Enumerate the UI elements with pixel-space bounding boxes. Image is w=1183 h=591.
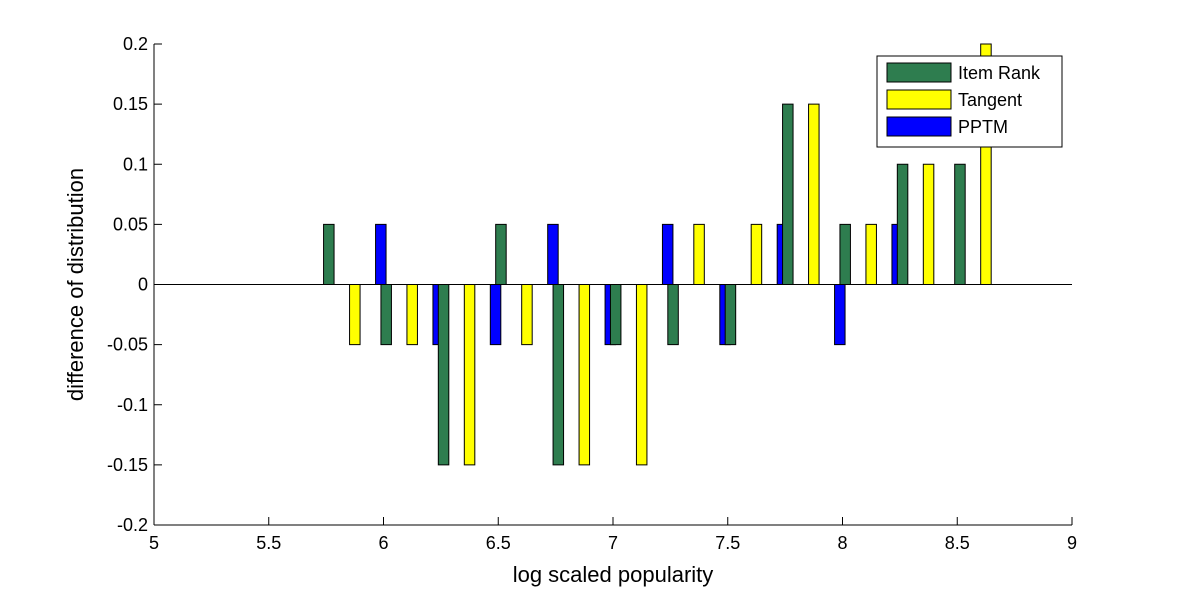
bar-tangent [406,284,418,346]
bar-pptm [547,223,559,285]
bar-tangent [693,223,705,285]
y-tick-label: -0.15 [107,455,148,475]
y-tick-label: -0.2 [117,515,148,535]
x-tick-label: 5.5 [256,533,281,553]
bar-item-rank [609,284,622,346]
legend-label: PPTM [958,117,1008,137]
bar-tangent [980,43,992,285]
plot-area: -0.2 -0.15 -0.1 -0.05 0 0.05 0.1 0.15 0.2 5 5.5 6 6.… [107,34,1077,553]
x-tick-label: 7.5 [715,533,740,553]
bar-tangent [750,223,763,285]
bar-pptm [834,284,846,346]
bar-item-rank [323,223,335,285]
x-tick-label: 6.5 [486,533,511,553]
legend-label: Item Rank [958,63,1041,83]
bar-tangent [808,103,820,285]
bar-tangent [865,223,877,285]
legend-swatch [886,89,952,110]
y-tick-label: 0.2 [123,34,148,54]
legend-swatch [886,116,952,137]
x-axis-label: log scaled popularity [513,562,714,587]
y-axis-label: difference of distribution [63,168,88,401]
bar-tangent [922,163,935,285]
legend-label: Tangent [958,90,1022,110]
bar-item-rank [552,284,565,466]
y-tick-label: 0.05 [113,214,148,234]
x-tick-label: 6 [378,533,388,553]
axes-group: -0.2 -0.15 -0.1 -0.05 0 0.05 0.1 0.15 0.2 5 5.5 6 6.… [107,34,1077,553]
bar-tangent [578,284,591,466]
bars-group [323,43,992,466]
bar-tangent [635,284,648,466]
bar-pptm [489,284,502,346]
bar-tangent [463,284,476,466]
y-tick-label: 0.15 [113,94,148,114]
bar-pptm [661,223,674,285]
legend-swatch [886,62,952,83]
x-tick-label: 7 [608,533,618,553]
bar-item-rank [380,284,392,346]
x-tick-label: 5 [149,533,159,553]
bar-item-rank [954,163,966,285]
bar-tangent [521,284,533,346]
y-tick-label: 0 [138,275,148,295]
bar-item-rank [495,223,507,285]
x-tick-label: 8.5 [945,533,970,553]
bar-item-rank [437,284,450,466]
bar-item-rank [896,163,909,285]
y-tick-label: -0.1 [117,395,148,415]
x-tick-label: 8 [837,533,847,553]
bar-pptm [375,223,387,285]
legend: Item Rank Tangent PPTM [876,55,1063,148]
bar-item-rank [839,223,851,285]
bar-tangent [349,284,361,346]
y-tick-label: 0.1 [123,154,148,174]
bar-item-rank [724,284,737,346]
x-tick-label: 9 [1067,533,1077,553]
y-tick-label: -0.05 [107,335,148,355]
bar-item-rank [667,284,679,346]
bar-item-rank [782,103,794,285]
